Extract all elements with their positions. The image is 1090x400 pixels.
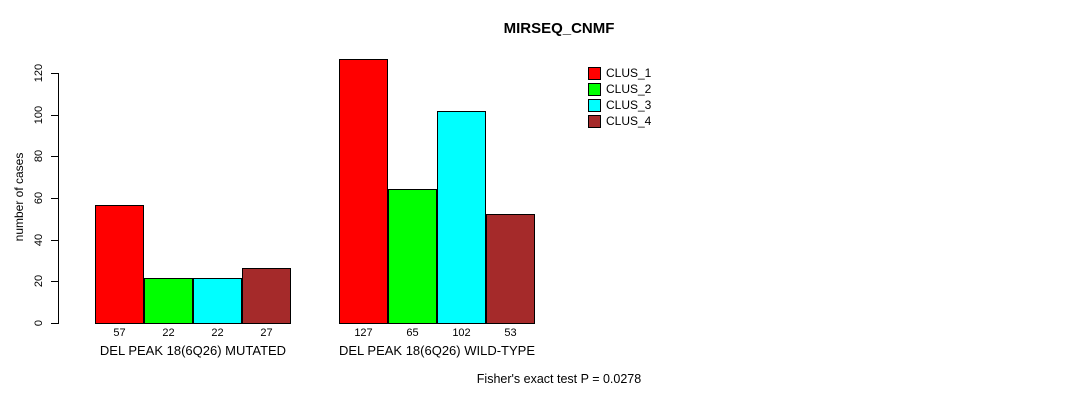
bar-value-label: 127 bbox=[354, 327, 373, 339]
bar-clus_4 bbox=[486, 214, 535, 324]
footnote: Fisher's exact test P = 0.0278 bbox=[476, 372, 642, 386]
y-tick-label: 20 bbox=[33, 274, 45, 288]
bar-clus_1 bbox=[339, 59, 388, 324]
y-tick-mark bbox=[51, 323, 58, 324]
bar-clus_3 bbox=[193, 278, 242, 324]
legend-swatch-clus-3 bbox=[588, 98, 601, 112]
y-tick-mark bbox=[51, 281, 58, 282]
y-tick-label: 100 bbox=[33, 105, 45, 125]
y-axis-line bbox=[58, 73, 59, 324]
legend-swatch-clus-4 bbox=[588, 114, 601, 128]
legend-item: CLUS_2 bbox=[588, 81, 651, 97]
x-category-label: DEL PEAK 18(6Q26) WILD-TYPE bbox=[338, 343, 536, 358]
y-tick-mark bbox=[51, 73, 58, 74]
bar-clus_3 bbox=[437, 111, 486, 324]
y-tick-label: 120 bbox=[33, 63, 45, 83]
x-category-label: DEL PEAK 18(6Q26) MUTATED bbox=[99, 343, 287, 358]
y-tick-label: 40 bbox=[33, 233, 45, 247]
chart-title: MIRSEQ_CNMF bbox=[503, 20, 615, 37]
bar-clus_1 bbox=[95, 205, 144, 324]
y-tick-label: 0 bbox=[33, 319, 45, 327]
y-tick-label: 80 bbox=[33, 149, 45, 163]
legend-label-clus-2: CLUS_2 bbox=[606, 81, 652, 96]
bar-value-label: 57 bbox=[113, 327, 126, 339]
bar-value-label: 53 bbox=[504, 327, 517, 339]
legend-item: CLUS_4 bbox=[588, 113, 651, 129]
bar-value-label: 102 bbox=[452, 327, 471, 339]
legend-swatch-clus-1 bbox=[588, 66, 601, 80]
legend-label-clus-4: CLUS_4 bbox=[606, 113, 652, 128]
legend: CLUS_1 CLUS_2 CLUS_3 CLUS_4 bbox=[588, 65, 651, 129]
y-tick-mark bbox=[51, 240, 58, 241]
y-tick-mark bbox=[51, 156, 58, 157]
legend-label-clus-3: CLUS_3 bbox=[606, 97, 652, 112]
bar-value-label: 27 bbox=[260, 327, 273, 339]
y-tick-mark bbox=[51, 198, 58, 199]
bar-value-label: 65 bbox=[406, 327, 419, 339]
legend-swatch-clus-2 bbox=[588, 82, 601, 96]
legend-item: CLUS_1 bbox=[588, 65, 651, 81]
y-tick-mark bbox=[51, 115, 58, 116]
bar-clus_4 bbox=[242, 268, 291, 324]
y-axis-label: number of cases bbox=[12, 152, 26, 242]
legend-item: CLUS_3 bbox=[588, 97, 651, 113]
bar-clus_2 bbox=[388, 189, 437, 324]
bar-value-label: 22 bbox=[162, 327, 175, 339]
legend-label-clus-1: CLUS_1 bbox=[606, 65, 652, 80]
bar-value-label: 22 bbox=[211, 327, 224, 339]
y-tick-label: 60 bbox=[33, 191, 45, 205]
bar-clus_2 bbox=[144, 278, 193, 324]
